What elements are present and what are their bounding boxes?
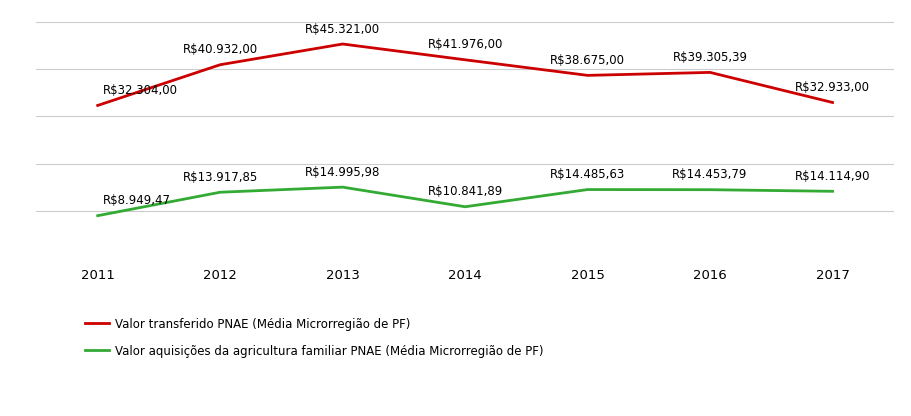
Text: R$14.995,98: R$14.995,98 — [304, 166, 380, 179]
Text: R$8.949,47: R$8.949,47 — [103, 194, 171, 207]
Text: R$10.841,89: R$10.841,89 — [427, 186, 502, 198]
Legend: Valor transferido PNAE (Média Microrregião de PF), Valor aquisições da agricultu: Valor transferido PNAE (Média Microrregi… — [85, 318, 543, 358]
Text: R$32.933,00: R$32.933,00 — [794, 81, 869, 94]
Text: R$45.321,00: R$45.321,00 — [305, 22, 380, 36]
Text: R$13.917,85: R$13.917,85 — [182, 171, 258, 184]
Text: R$39.305,39: R$39.305,39 — [671, 51, 747, 64]
Text: R$40.932,00: R$40.932,00 — [182, 43, 258, 57]
Text: R$32.304,00: R$32.304,00 — [103, 84, 178, 97]
Text: R$38.675,00: R$38.675,00 — [549, 54, 624, 67]
Text: R$14.114,90: R$14.114,90 — [793, 170, 869, 183]
Text: R$41.976,00: R$41.976,00 — [427, 38, 502, 52]
Text: R$14.485,63: R$14.485,63 — [549, 168, 625, 181]
Text: R$14.453,79: R$14.453,79 — [671, 168, 747, 181]
